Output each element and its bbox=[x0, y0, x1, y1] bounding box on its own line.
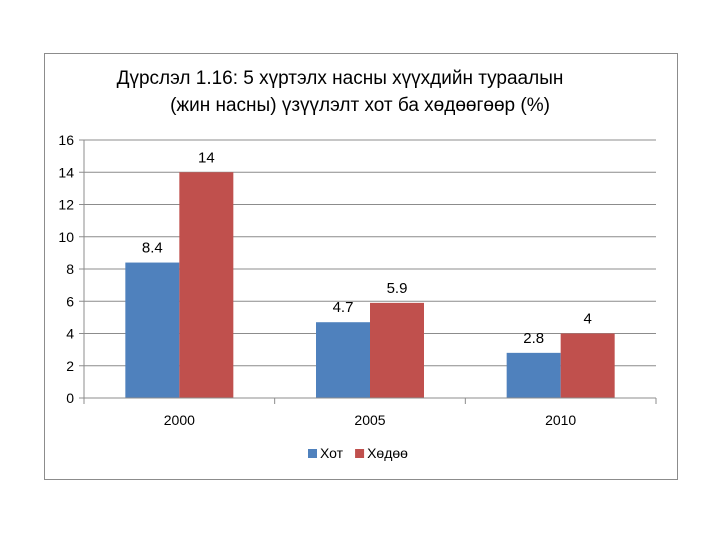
data-label: 4.7 bbox=[333, 299, 354, 316]
y-tick-label: 4 bbox=[66, 326, 74, 342]
legend-label: Хөдөө bbox=[367, 445, 408, 461]
legend-label: Хот bbox=[320, 445, 344, 461]
x-tick-label: 2010 bbox=[545, 412, 576, 428]
bar-Хөдөө-2000 bbox=[179, 172, 234, 398]
data-label: 2.8 bbox=[523, 330, 544, 347]
y-tick-label: 10 bbox=[58, 229, 74, 245]
legend-swatch-Хот bbox=[308, 449, 317, 458]
chart-title: Дүрслэл 1.16: 5 хүртэлх насны хүүхдийн т… bbox=[117, 68, 564, 89]
y-tick-label: 2 bbox=[66, 358, 74, 374]
y-tick-label: 8 bbox=[66, 261, 74, 277]
data-labels: 8.4 14 4.7 5.9 2.8 4 bbox=[142, 149, 592, 347]
x-tick-label: 2000 bbox=[164, 412, 195, 428]
data-label: 5.9 bbox=[387, 280, 408, 297]
y-tick-label: 6 bbox=[66, 293, 74, 309]
bar-Хот-2005 bbox=[316, 322, 370, 398]
chart-subtitle: (жин насны) үзүүлэлт хот ба хөдөөгөөр (%… bbox=[170, 95, 550, 116]
data-label: 4 bbox=[583, 311, 591, 328]
bar-Хот-2000 bbox=[125, 262, 180, 398]
y-tick-label: 12 bbox=[58, 197, 74, 213]
y-tick-label: 0 bbox=[66, 390, 74, 406]
bar-Хөдөө-2005 bbox=[370, 302, 424, 398]
legend: Хот Хөдөө bbox=[308, 445, 408, 461]
x-tick-label: 2005 bbox=[354, 412, 385, 428]
bar-Хот-2010 bbox=[506, 352, 561, 398]
bars bbox=[125, 172, 615, 398]
y-tick-label: 16 bbox=[58, 132, 74, 148]
data-label: 14 bbox=[198, 149, 215, 166]
legend-swatch-Хөдөө bbox=[355, 449, 365, 458]
bar-Хөдөө-2010 bbox=[560, 333, 615, 398]
axes: 0 2 4 6 8 10 12 14 16 2000 2005 2010 bbox=[58, 132, 657, 428]
data-label: 8.4 bbox=[142, 240, 163, 257]
y-tick-label: 14 bbox=[58, 164, 74, 180]
